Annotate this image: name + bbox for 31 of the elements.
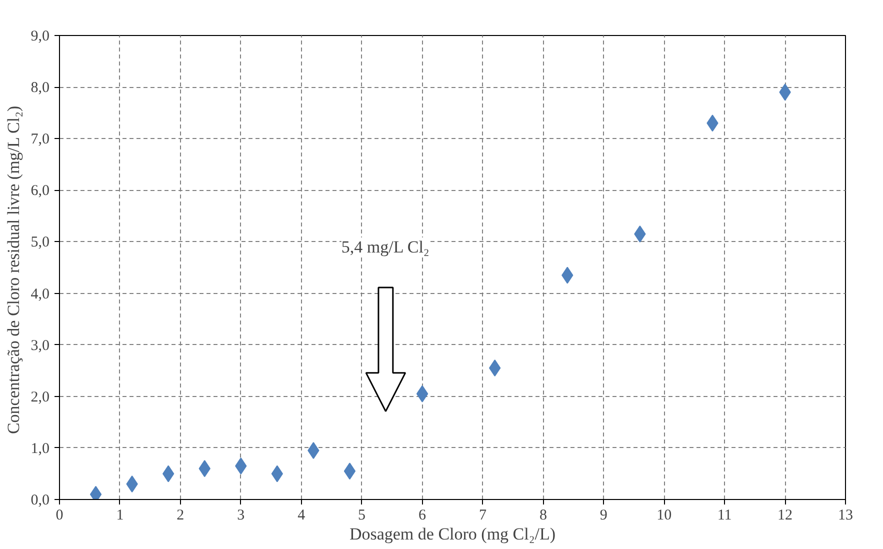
- x-tick-label: 13: [838, 508, 853, 524]
- x-tick-label: 4: [298, 508, 306, 524]
- y-tick-label: 0,0: [30, 492, 50, 508]
- y-tick-label: 7,0: [30, 132, 50, 148]
- x-axis-title: Dosagem de Cloro (mg Cl₂/L): [349, 524, 556, 544]
- y-axis-title: Concentração de Cloro residual livre (mg/L Cl₂): [4, 106, 23, 434]
- y-tick-label: 3,0: [30, 338, 50, 354]
- x-tick-label: 7: [478, 508, 487, 524]
- annotation: 5,4 mg/L Cl₂: [341, 237, 430, 256]
- x-tick-label: 10: [656, 508, 672, 524]
- y-tick-label: 5,0: [30, 234, 50, 251]
- x-tick-label: 11: [717, 508, 732, 524]
- y-tick-label: 9,0: [30, 28, 50, 44]
- x-tick-label: 1: [116, 508, 124, 524]
- y-tick-label: 4,0: [30, 286, 50, 302]
- x-tick-label: 2: [176, 508, 184, 524]
- x-tick-label: 0: [56, 508, 64, 524]
- point: [416, 385, 428, 402]
- y-tick-label: 8,0: [30, 80, 50, 96]
- point: [162, 465, 174, 482]
- x-tick-label: 9: [600, 508, 608, 524]
- x-tick-label: 12: [778, 508, 793, 524]
- y-tick-label: 6,0: [30, 183, 50, 200]
- point: [488, 360, 501, 377]
- y-tick-label: 2,0: [30, 389, 50, 406]
- point: [344, 462, 356, 480]
- x-tick-label: 5: [358, 508, 366, 524]
- y-tick-label: 1,0: [30, 440, 50, 457]
- x-tick-label: 6: [418, 508, 427, 524]
- x-tick-label: 3: [237, 508, 245, 524]
- x-tick-label: 8: [539, 508, 547, 524]
